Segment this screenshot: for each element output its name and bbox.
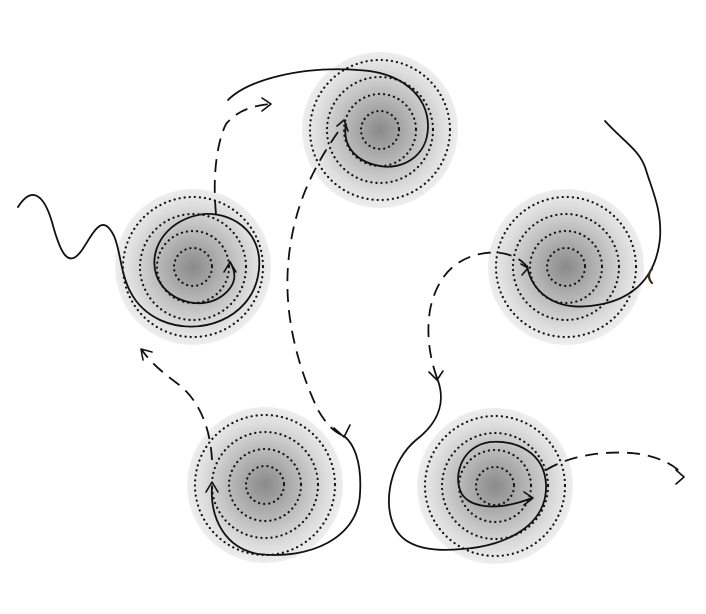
well-disk — [302, 52, 458, 208]
well-ring — [545, 246, 587, 288]
well-ring — [172, 246, 214, 288]
arrowhead — [520, 263, 529, 276]
well-top-center — [302, 52, 458, 208]
solid-trajectory-right — [526, 120, 662, 308]
arrowhead — [261, 97, 272, 112]
arrowhead — [336, 119, 349, 132]
well-disk — [488, 189, 644, 345]
well-ring — [423, 414, 567, 558]
dashed-trajectory-upper-left — [213, 103, 271, 215]
well-ring — [227, 447, 303, 523]
well-ring — [210, 430, 320, 540]
well-ring — [494, 195, 638, 339]
well-ring — [193, 413, 337, 557]
dashed-trajectory-right — [427, 251, 529, 379]
well-ring — [528, 229, 604, 305]
well-ring — [121, 195, 265, 339]
well-ring — [244, 464, 286, 506]
arrowhead — [523, 491, 534, 506]
solid-trajectory-bottom-right — [388, 377, 547, 551]
well-disk — [115, 189, 271, 345]
well-ring — [308, 58, 452, 202]
well-ring — [440, 431, 550, 541]
dashed-trajectory-top-center — [286, 131, 345, 437]
well-disk — [187, 407, 343, 563]
solid-trajectory-bottom-left — [211, 435, 362, 556]
arrowhead — [223, 261, 237, 273]
well-ring — [359, 109, 401, 151]
well-ring — [138, 212, 248, 322]
solid-trajectory-top-center — [227, 68, 429, 168]
solid-trajectory-upper-left — [17, 194, 261, 328]
well-ring — [511, 212, 621, 322]
well-disk — [417, 408, 573, 564]
well-right — [488, 189, 644, 345]
arrowhead — [205, 481, 219, 493]
dashed-trajectory-bottom-right — [545, 451, 685, 477]
small-mark — [647, 267, 654, 285]
dashed-trajectory-left-lower — [141, 349, 213, 461]
well-bottom-right — [417, 408, 573, 564]
well-bottom-left — [187, 407, 343, 563]
well-ring — [325, 75, 435, 185]
arrowhead — [333, 424, 351, 438]
well-upper-left — [115, 189, 271, 345]
arrowhead — [675, 469, 685, 485]
well-ring — [474, 465, 516, 507]
arrowhead — [428, 370, 444, 381]
arrowhead — [140, 348, 153, 361]
